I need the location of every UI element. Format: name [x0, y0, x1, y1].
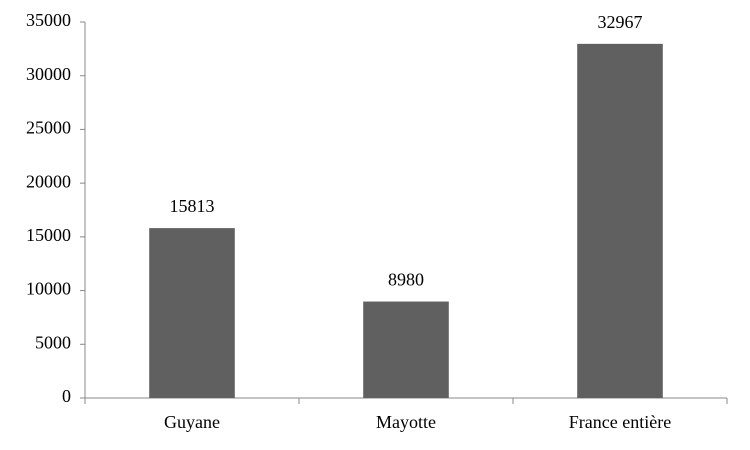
x-tick-label: France entière — [569, 412, 671, 432]
y-tick-label: 20000 — [26, 171, 71, 191]
bar — [149, 228, 235, 398]
data-label: 32967 — [598, 12, 643, 32]
y-tick-label: 0 — [62, 386, 71, 406]
y-tick-label: 5000 — [35, 332, 71, 352]
bar — [363, 301, 449, 398]
data-label: 15813 — [170, 196, 215, 216]
y-tick-label: 15000 — [26, 225, 71, 245]
y-tick-label: 10000 — [26, 279, 71, 299]
y-tick-label: 35000 — [26, 10, 71, 30]
x-tick-label: Mayotte — [376, 412, 436, 432]
y-tick-label: 25000 — [26, 118, 71, 138]
data-label: 8980 — [388, 270, 424, 290]
bar — [577, 43, 663, 398]
x-tick-label: Guyane — [164, 412, 220, 432]
y-tick-label: 30000 — [26, 64, 71, 84]
